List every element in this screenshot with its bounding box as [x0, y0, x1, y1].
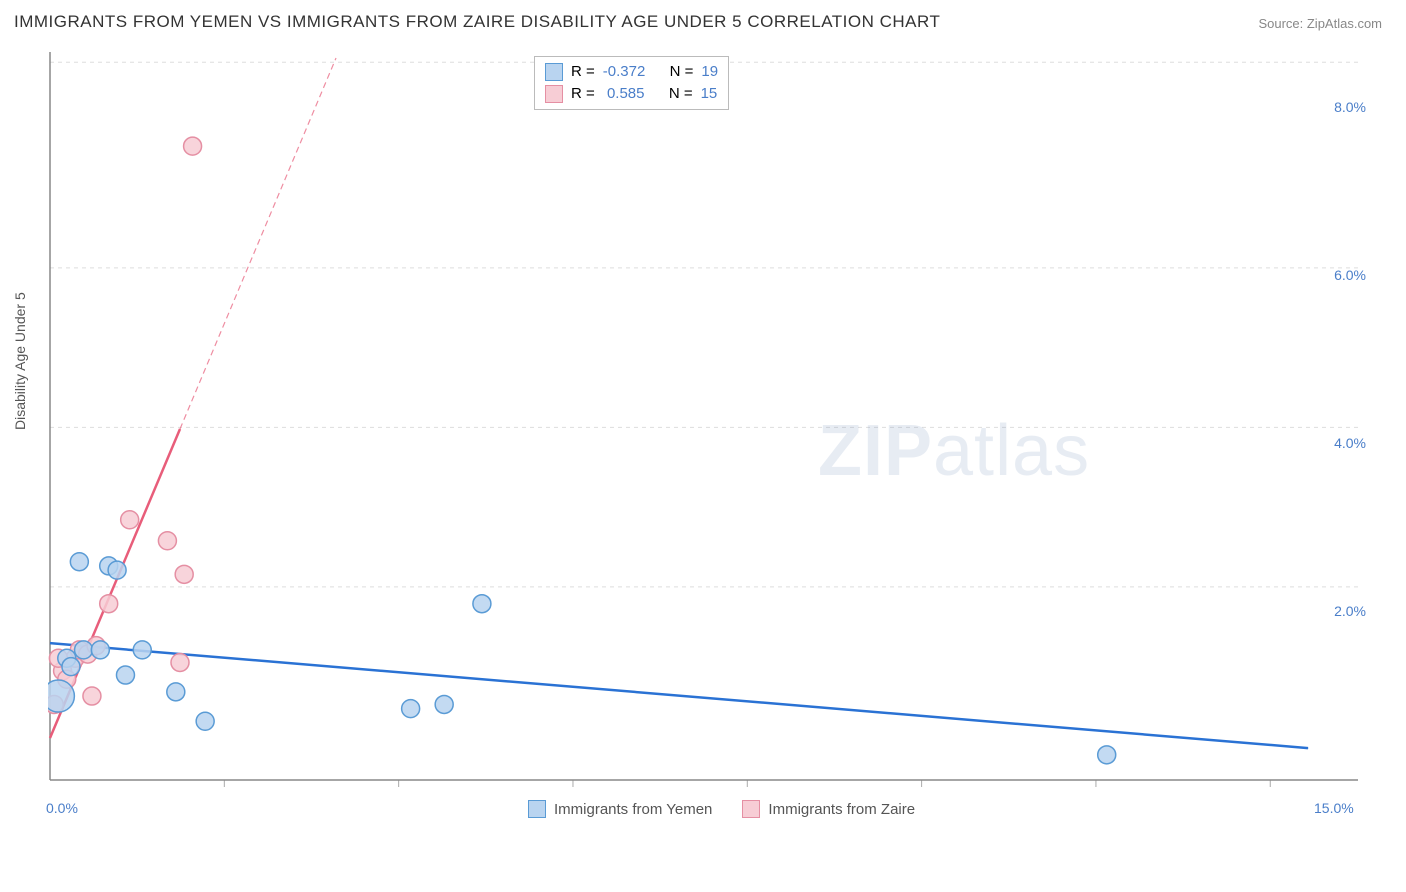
x-tick-label-min: 0.0%	[46, 800, 78, 816]
y-tick-label-1: 4.0%	[1316, 435, 1366, 451]
n-label: N =	[670, 61, 694, 83]
legend-row-zaire: R = 0.585 N = 15	[545, 83, 718, 105]
source-attribution: Source: ZipAtlas.com	[1258, 16, 1382, 31]
y-tick-label-3: 8.0%	[1316, 99, 1366, 115]
chart-area: ZIPatlas R = -0.372 N = 19 R = 0.585 N =…	[48, 50, 1368, 820]
r-value-yemen: -0.372	[603, 61, 646, 83]
swatch-zaire	[742, 800, 760, 818]
r-label: R =	[571, 83, 595, 105]
n-label: N =	[669, 83, 693, 105]
r-label: R =	[571, 61, 595, 83]
legend-label-zaire: Immigrants from Zaire	[768, 801, 915, 818]
legend-item-yemen: Immigrants from Yemen	[528, 800, 712, 818]
swatch-yemen	[528, 800, 546, 818]
r-value-zaire: 0.585	[603, 83, 645, 105]
scatter-plot-svg	[48, 50, 1368, 820]
correlation-legend: R = -0.372 N = 19 R = 0.585 N = 15	[534, 56, 729, 110]
swatch-yemen	[545, 63, 563, 81]
x-tick-label-max: 15.0%	[1314, 800, 1354, 816]
legend-row-yemen: R = -0.372 N = 19	[545, 61, 718, 83]
series-legend: Immigrants from Yemen Immigrants from Za…	[528, 800, 915, 818]
n-value-yemen: 19	[701, 61, 718, 83]
y-axis-label: Disability Age Under 5	[12, 292, 28, 430]
legend-item-zaire: Immigrants from Zaire	[742, 800, 915, 818]
chart-title: IMMIGRANTS FROM YEMEN VS IMMIGRANTS FROM…	[14, 12, 940, 32]
swatch-zaire	[545, 85, 563, 103]
legend-label-yemen: Immigrants from Yemen	[554, 801, 712, 818]
y-tick-label-2: 6.0%	[1316, 267, 1366, 283]
y-tick-label-0: 2.0%	[1316, 603, 1366, 619]
n-value-zaire: 15	[701, 83, 718, 105]
